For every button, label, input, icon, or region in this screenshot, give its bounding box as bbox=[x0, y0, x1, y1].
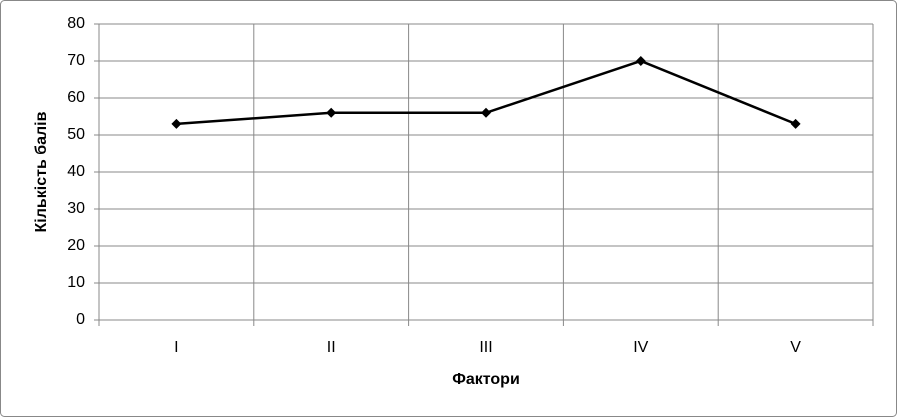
x-tick-label: IV bbox=[633, 339, 648, 356]
y-tick-label: 50 bbox=[67, 126, 85, 143]
y-tick-label: 60 bbox=[67, 89, 85, 106]
y-tick-label: 10 bbox=[67, 274, 85, 291]
marker bbox=[635, 56, 646, 66]
y-tick-label: 30 bbox=[67, 200, 85, 217]
x-axis-label: Фактори bbox=[452, 371, 520, 388]
marker bbox=[326, 107, 337, 118]
marker bbox=[171, 118, 182, 129]
y-tick-label: 20 bbox=[67, 237, 85, 254]
y-tick-label: 0 bbox=[76, 311, 85, 328]
y-axis-label: Кількість балів bbox=[33, 111, 50, 232]
y-tick-label: 80 bbox=[67, 15, 85, 32]
x-tick-label: II bbox=[327, 339, 336, 356]
marker bbox=[481, 107, 491, 118]
marker bbox=[790, 118, 801, 129]
x-tick-label: V bbox=[790, 339, 801, 356]
x-tick-label: III bbox=[479, 339, 492, 356]
y-tick-label: 40 bbox=[67, 163, 85, 180]
y-tick-label: 70 bbox=[67, 52, 85, 69]
x-tick-label: I bbox=[174, 339, 178, 356]
